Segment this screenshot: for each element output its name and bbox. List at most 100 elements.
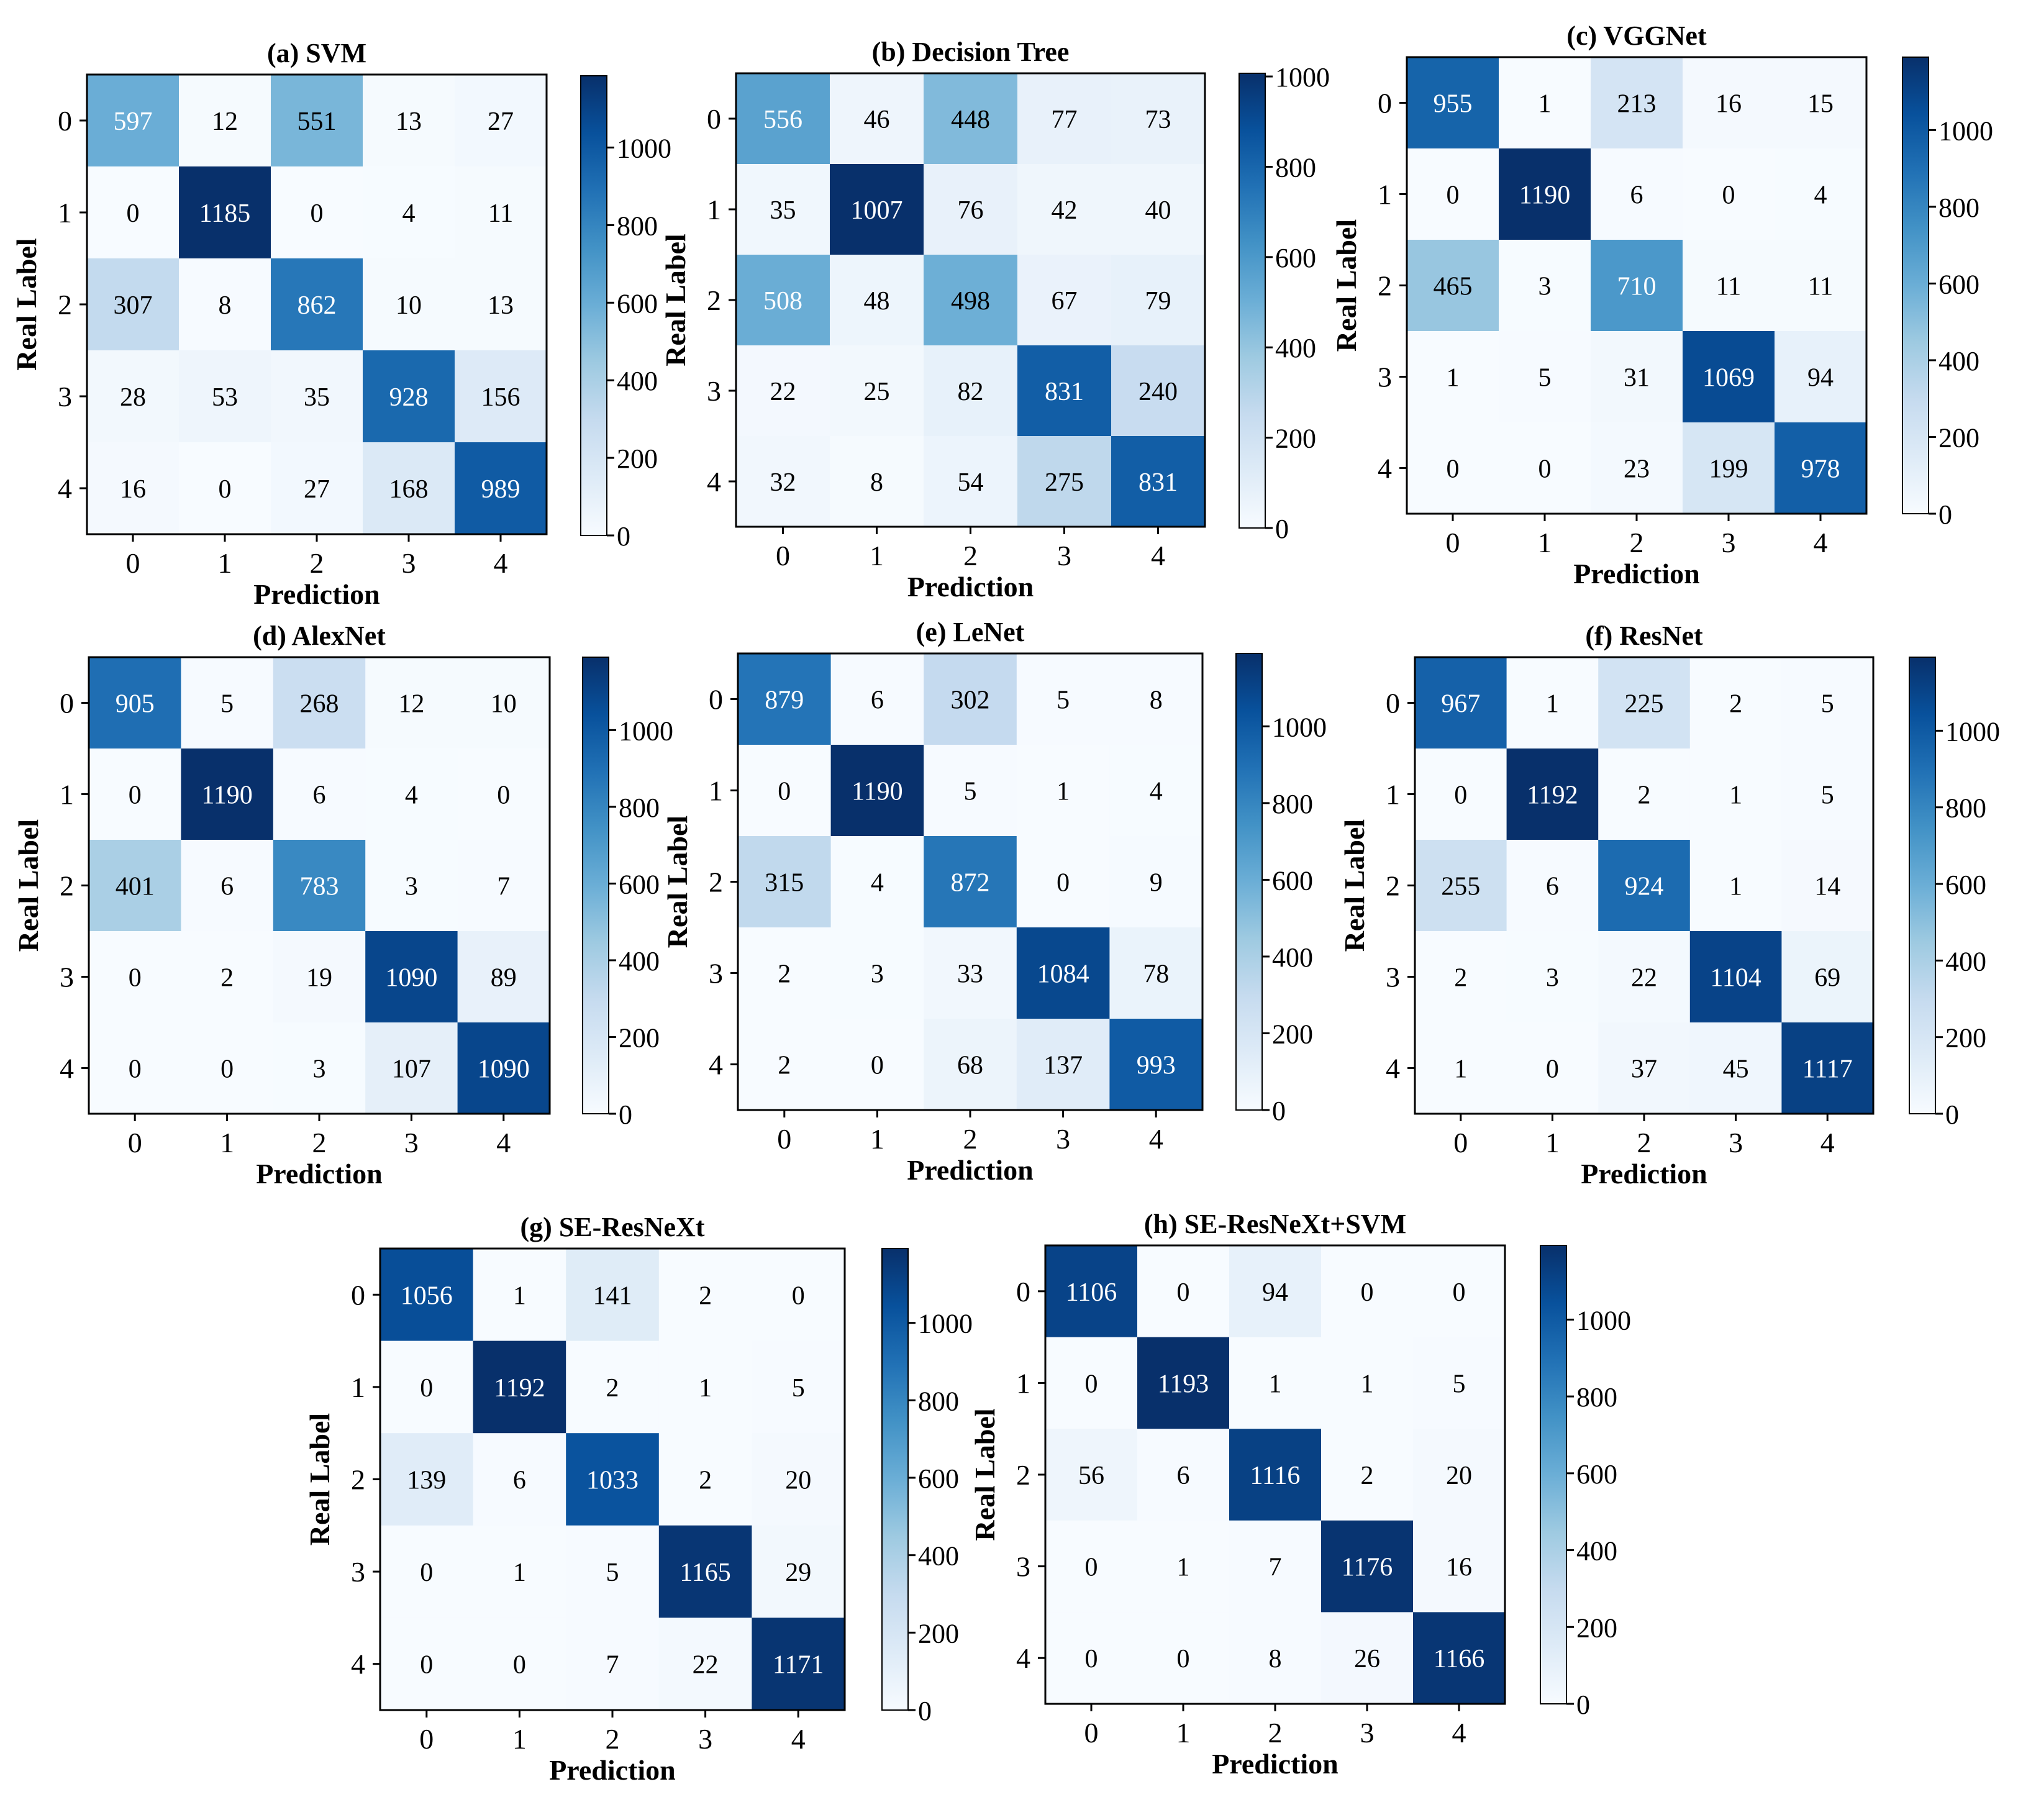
heatmap-cell: [1016, 927, 1110, 1019]
cell-value-label: 94: [1807, 364, 1834, 393]
heatmap-cell: [363, 166, 455, 259]
cell-value-label: 2: [606, 1374, 619, 1403]
x-tick-label: 0: [777, 1123, 791, 1155]
colorbar-tick-label: 200: [1945, 1023, 1986, 1053]
y-tick-label: 4: [351, 1649, 365, 1680]
colorbar-tick-label: 800: [617, 211, 658, 241]
heatmap-cell: [365, 840, 458, 932]
cell-value-label: 0: [220, 1055, 234, 1084]
heatmap-cell: [1111, 436, 1206, 527]
cell-value-label: 0: [1085, 1645, 1098, 1673]
heatmap-cell: [87, 75, 180, 167]
heatmap-cell: [473, 1618, 566, 1711]
x-tick-label: 1: [512, 1723, 527, 1755]
cell-value-label: 0: [1538, 455, 1552, 484]
cell-value-label: 29: [785, 1558, 811, 1587]
heatmap-cell: [1775, 57, 1867, 149]
heatmap-cell: [1415, 657, 1507, 749]
x-tick-label: 0: [1084, 1717, 1099, 1749]
cell-value-label: 710: [1617, 273, 1657, 301]
colorbar-tick-label: 0: [918, 1696, 932, 1726]
heatmap-cell: [1415, 748, 1507, 840]
cell-value-label: 8: [870, 468, 883, 497]
cell-value-label: 15: [1807, 90, 1834, 119]
colorbar-tick-label: 200: [1938, 422, 1979, 453]
y-tick-label: 0: [707, 103, 721, 135]
colorbar: [582, 657, 609, 1114]
heatmap-cell: [1407, 240, 1499, 332]
cell-value-label: 1: [1269, 1370, 1282, 1398]
cell-value-label: 73: [1145, 106, 1171, 134]
x-tick-label: 4: [494, 547, 508, 579]
cell-value-label: 9: [1150, 869, 1163, 898]
heatmap-cell: [1591, 240, 1683, 332]
chart-title: (h) SE-ResNeXt+SVM: [1144, 1209, 1406, 1239]
y-tick-label: 2: [707, 284, 721, 316]
heatmap-cell: [924, 255, 1018, 346]
cell-value-label: 0: [219, 475, 232, 504]
heatmap-cell: [1109, 836, 1203, 928]
x-tick-label: 4: [1452, 1717, 1466, 1749]
cell-value-label: 1090: [478, 1055, 530, 1084]
heatmap-cell: [363, 442, 455, 535]
colorbar-tick-label: 0: [1272, 1096, 1286, 1126]
cell-value-label: 12: [212, 107, 238, 136]
cell-value-label: 1090: [385, 964, 437, 993]
heatmap-cell: [566, 1433, 660, 1526]
cell-value-label: 16: [120, 475, 146, 504]
y-tick-label: 2: [58, 289, 72, 321]
cell-value-label: 6: [871, 686, 884, 715]
y-tick-label: 3: [1016, 1551, 1030, 1583]
heatmap-cell: [658, 1340, 752, 1434]
x-tick-label: 3: [1057, 540, 1071, 571]
cell-value-label: 10: [491, 690, 517, 719]
y-tick-label: 1: [1378, 179, 1392, 211]
x-tick-label: 2: [963, 540, 978, 571]
heatmap-cell: [380, 1525, 474, 1618]
cell-value-label: 1: [1729, 781, 1742, 810]
heatmap-cell: [179, 166, 271, 259]
cell-value-label: 12: [398, 690, 424, 719]
x-tick-label: 2: [1268, 1717, 1283, 1749]
colorbar-tick-label: 400: [617, 366, 658, 396]
heatmap-cell: [179, 75, 271, 167]
cell-value-label: 6: [513, 1467, 526, 1495]
cell-value-label: 5: [1453, 1370, 1466, 1398]
heatmap-cell: [1137, 1520, 1230, 1613]
x-tick-label: 1: [1176, 1717, 1191, 1749]
cell-value-label: 255: [1441, 873, 1480, 901]
heatmap-cell: [830, 345, 924, 437]
cell-value-label: 1106: [1066, 1278, 1117, 1307]
heatmap-cell: [1499, 422, 1591, 514]
heatmap-cell: [1111, 164, 1206, 255]
heatmap-cell: [1407, 148, 1499, 240]
heatmap-cell: [1598, 748, 1691, 840]
cell-value-label: 0: [1177, 1278, 1190, 1307]
y-tick-label: 0: [1386, 688, 1400, 719]
heatmap-cell: [1016, 1019, 1110, 1111]
heatmap-cell: [1683, 57, 1775, 149]
x-axis-label: Prediction: [256, 1158, 383, 1190]
heatmap-cell: [1499, 331, 1591, 423]
heatmap-cell: [1017, 345, 1112, 437]
cell-value-label: 4: [402, 199, 416, 228]
heatmap-cell: [1598, 657, 1691, 749]
cell-value-label: 448: [951, 106, 990, 134]
x-tick-label: 0: [776, 540, 790, 571]
cell-value-label: 3: [313, 1055, 326, 1084]
cell-value-label: 0: [1057, 869, 1070, 898]
y-tick-label: 1: [58, 197, 72, 229]
x-tick-label: 3: [402, 547, 416, 579]
heatmap-cell: [736, 436, 830, 527]
heatmap-cell: [830, 653, 924, 745]
cell-value-label: 1: [1177, 1554, 1190, 1582]
cell-value-label: 139: [407, 1467, 446, 1495]
heatmap-cell: [1321, 1429, 1414, 1521]
colorbar: [1235, 653, 1263, 1111]
heatmap-cell: [1506, 931, 1599, 1023]
cell-value-label: 0: [513, 1651, 526, 1680]
heatmap-cell: [1321, 1612, 1414, 1704]
heatmap-cell: [273, 657, 366, 749]
heatmap-cell: [181, 657, 274, 749]
heatmap-cell: [1017, 436, 1112, 527]
